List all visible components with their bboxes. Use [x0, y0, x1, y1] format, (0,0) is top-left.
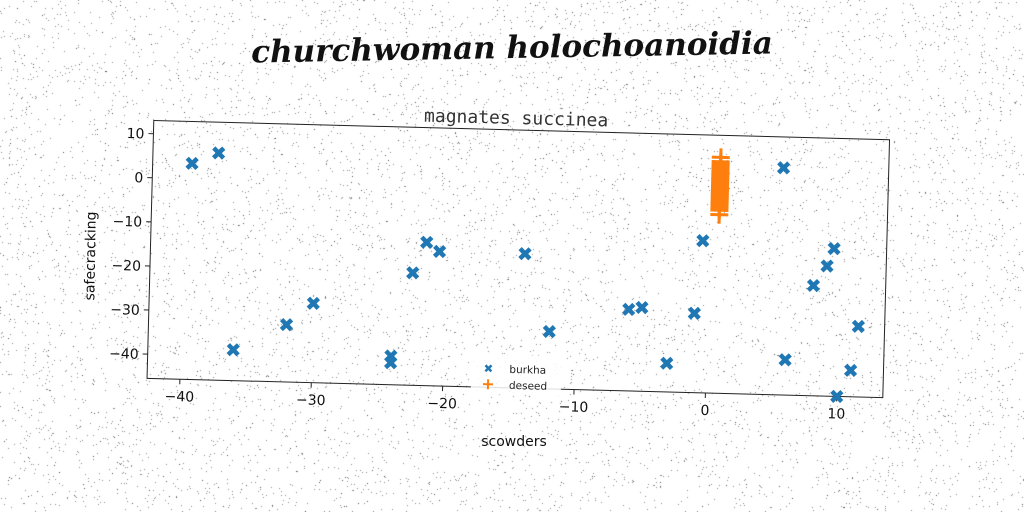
legend-marker-burkha [484, 364, 493, 373]
y-axis: 10 0 −10 −20 −30 −40 [109, 126, 154, 363]
point-deseed [710, 205, 729, 224]
legend: burkha deseed [470, 353, 562, 397]
x-tick-label: 10 [827, 406, 845, 422]
point-burkha [830, 389, 844, 404]
x-tick-label: −30 [296, 392, 326, 409]
y-tick-label: −40 [109, 346, 139, 363]
point-burkha [622, 302, 636, 317]
point-burkha [306, 296, 321, 310]
y-tick-label: −30 [110, 302, 140, 319]
point-burkha [211, 146, 226, 160]
data-points [185, 146, 866, 404]
point-burkha [806, 278, 821, 293]
point-burkha [279, 317, 294, 332]
point-burkha [406, 266, 420, 280]
point-burkha [660, 356, 674, 370]
point-burkha [827, 241, 841, 256]
x-axis-label: scowders [481, 434, 547, 450]
y-axis-label: safecracking [82, 211, 100, 300]
legend-marker-deseed [482, 379, 494, 390]
y-tick-label: 0 [134, 170, 143, 186]
point-burkha [776, 161, 791, 175]
x-tick-label: −10 [559, 399, 589, 416]
point-burkha [185, 156, 199, 171]
point-burkha [778, 353, 792, 367]
y-tick-label: 10 [126, 126, 144, 142]
point-burkha [696, 234, 710, 248]
point-burkha [687, 306, 702, 320]
point-burkha [820, 259, 834, 273]
point-burkha [226, 343, 240, 357]
point-burkha [635, 300, 649, 315]
x-tick-label: 0 [700, 403, 709, 419]
point-burkha [542, 324, 556, 339]
point-burkha [851, 319, 866, 334]
y-tick-label: −20 [111, 258, 141, 275]
legend-label-burkha: burkha [509, 364, 546, 377]
y-tick-label: −10 [112, 214, 142, 231]
point-burkha [843, 363, 858, 378]
chart-title: magnates succinea [424, 106, 609, 132]
point-burkha [420, 235, 434, 249]
legend-box [470, 353, 562, 397]
point-burkha [518, 247, 532, 261]
point-burkha [383, 356, 398, 370]
x-axis: −40 −30 −20 −10 0 10 [164, 379, 845, 423]
point-burkha [432, 244, 447, 259]
legend-label-deseed: deseed [509, 380, 547, 393]
x-tick-label: −20 [427, 396, 457, 413]
x-tick-label: −40 [164, 389, 194, 406]
